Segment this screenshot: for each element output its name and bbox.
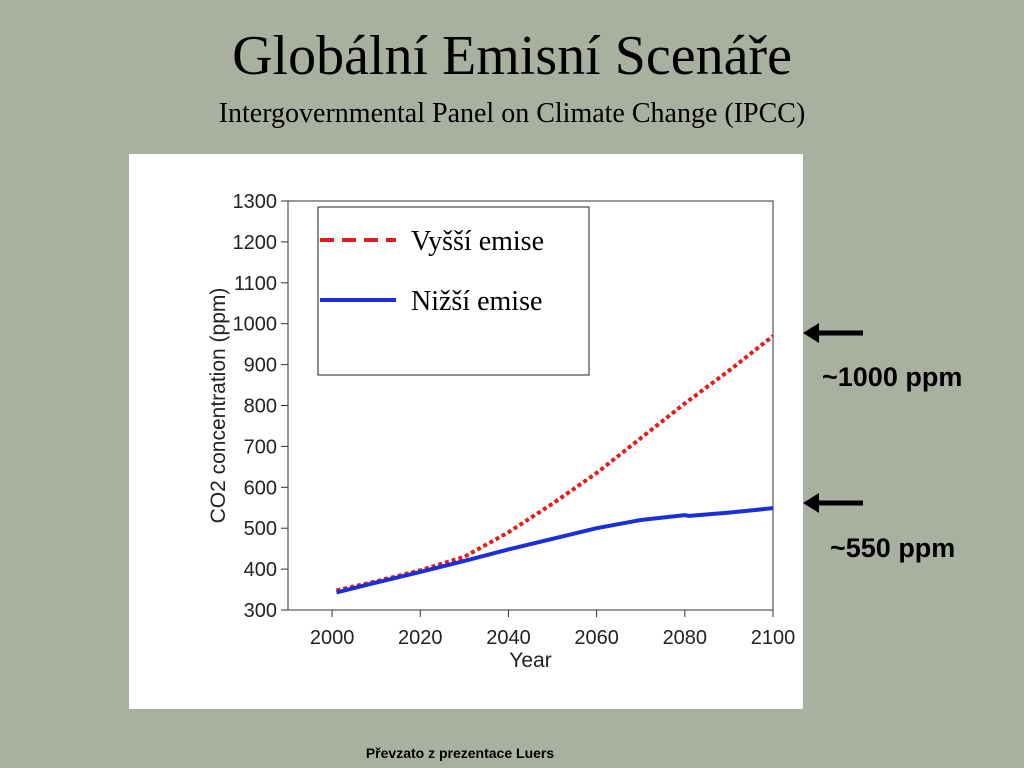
co2-chart: 300 400 500 600 700 800 900 1000 1100 1200 1300 200… <box>207 191 796 672</box>
x-tick-label: 2000 <box>310 627 355 649</box>
x-tick-label: 2100 <box>751 627 796 649</box>
annotation-low: ~550 ppm <box>830 533 956 563</box>
annotation-high: ~1000 ppm <box>822 362 963 392</box>
series-line-lower-emissions <box>336 506 774 595</box>
source-credit: Převzato z prezentace Luers <box>365 745 555 761</box>
y-tick-label: 800 <box>244 396 277 418</box>
legend-box <box>317 206 590 376</box>
y-tick-label: 300 <box>244 600 277 622</box>
y-tick-label: 1200 <box>233 232 278 254</box>
legend-label: Nižší emise <box>411 286 542 317</box>
slide-subtitle: Intergovernmental Panel on Climate Chang… <box>218 98 806 129</box>
y-tick-label: 1000 <box>233 314 278 336</box>
slide-title: Globální Emisní Scenáře <box>232 25 792 87</box>
x-tick-label: 2080 <box>663 627 708 649</box>
left-arrow-icon-high <box>803 323 863 343</box>
x-tick-label: 2020 <box>398 627 443 649</box>
legend-label: Vyšší emise <box>411 226 544 257</box>
y-tick-label: 500 <box>244 518 277 540</box>
y-tick-label: 900 <box>244 355 277 377</box>
y-tick-label: 600 <box>244 477 277 499</box>
y-tick-label: 400 <box>244 559 277 581</box>
y-tick-label: 1100 <box>234 273 277 295</box>
x-axis-label: Year <box>509 649 551 672</box>
chart-panel: 300 400 500 600 700 800 900 1000 1100 1200 1300 200… <box>129 154 803 709</box>
y-tick-label: 1300 <box>233 191 278 213</box>
left-arrow-icon-low <box>803 493 863 513</box>
x-tick-label: 2060 <box>574 627 619 649</box>
y-axis-label: CO2 concentration (ppm) <box>207 288 230 524</box>
x-tick-label: 2040 <box>486 627 531 649</box>
y-tick-label: 700 <box>244 436 277 458</box>
